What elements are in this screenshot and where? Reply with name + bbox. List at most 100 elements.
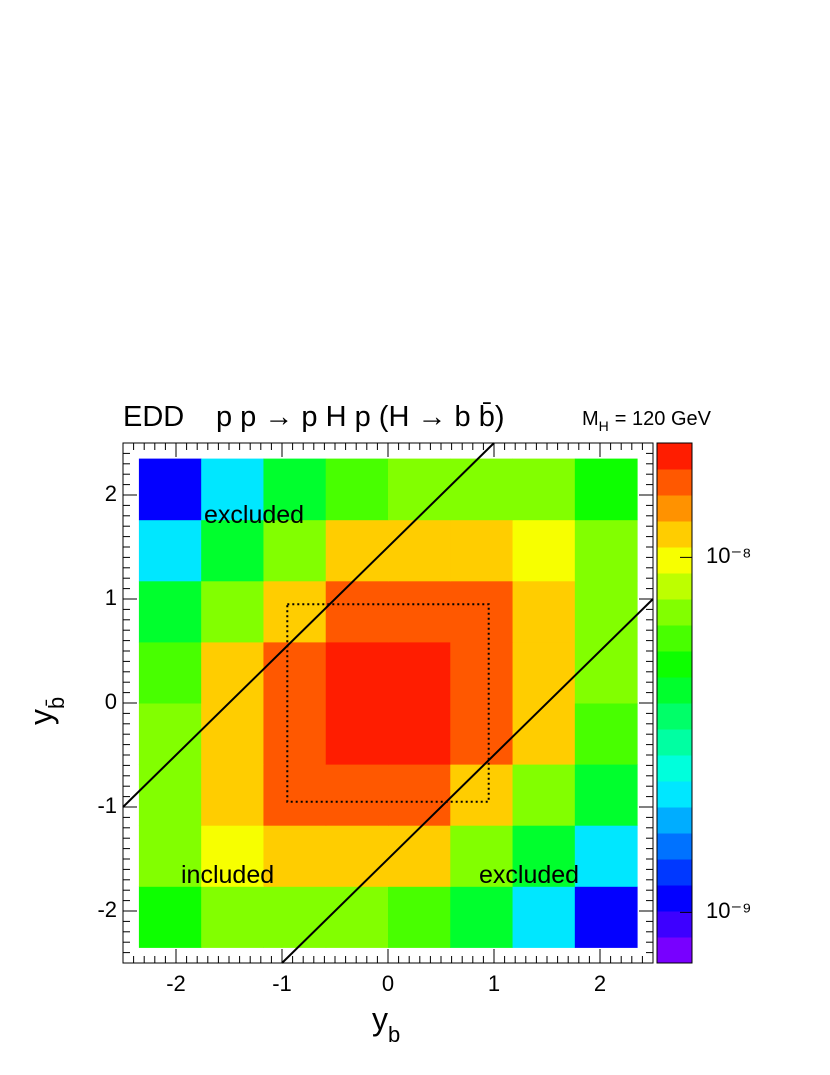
cell <box>574 703 638 765</box>
cell <box>512 703 576 765</box>
y-axis-label: yb̄ <box>23 697 69 725</box>
cell <box>263 580 327 643</box>
cell <box>201 825 264 887</box>
heatmap <box>138 458 638 948</box>
cell <box>138 825 202 887</box>
cell <box>263 703 327 765</box>
colorbar-swatch <box>657 677 692 704</box>
cell <box>388 519 451 582</box>
cell <box>263 458 327 521</box>
x-tick-label: -2 <box>166 971 186 996</box>
cell <box>574 580 638 643</box>
y-tick-label: 0 <box>105 689 117 714</box>
cell <box>574 886 638 948</box>
cell <box>512 825 576 887</box>
cell <box>450 458 514 521</box>
colorbar-swatch <box>657 521 692 548</box>
colorbar-frame <box>656 442 693 964</box>
z-tick-label: 10⁻⁸ <box>706 543 751 568</box>
y-label-text: y <box>23 709 59 725</box>
chart-title: EDD <box>123 401 184 433</box>
cell <box>574 641 638 704</box>
mass-symbol: M <box>582 408 599 430</box>
colorbar-swatch <box>657 755 692 782</box>
annotation: included <box>181 861 274 889</box>
colorbar-swatch <box>657 547 692 574</box>
cell <box>201 519 264 582</box>
cell <box>138 519 202 582</box>
cell <box>325 458 389 521</box>
colorbar-swatch <box>657 625 692 652</box>
cell <box>512 886 576 948</box>
cell <box>325 764 389 826</box>
cell <box>574 458 638 521</box>
colorbar-swatch <box>657 859 692 886</box>
colorbar-swatch <box>657 651 692 678</box>
cell <box>512 519 576 582</box>
cell <box>201 703 264 765</box>
cell <box>325 886 389 948</box>
cell <box>450 580 514 643</box>
y-tick-label: -1 <box>97 793 117 818</box>
colorbar-swatch <box>657 807 692 834</box>
x-label-subscript: b <box>388 1022 400 1047</box>
cut-line <box>122 442 495 808</box>
mass-value: = 120 GeV <box>615 408 712 430</box>
cell <box>388 580 451 643</box>
y-tick-label: 2 <box>105 481 117 506</box>
cell <box>574 764 638 826</box>
cell <box>263 519 327 582</box>
annotation: excluded <box>204 501 304 529</box>
cell <box>201 580 264 643</box>
colorbar-swatch <box>657 599 692 626</box>
colorbar-swatch <box>657 937 692 964</box>
cell <box>263 641 327 704</box>
cell <box>325 641 389 704</box>
cell <box>388 458 451 521</box>
colorbar-swatch <box>657 443 692 470</box>
cell <box>263 825 327 887</box>
cell <box>512 458 576 521</box>
cell <box>512 641 576 704</box>
cell <box>450 825 514 887</box>
cell <box>325 519 389 582</box>
y-tick-label: -2 <box>97 897 117 922</box>
process-label: p p → p H p (H → b b̄) <box>216 401 505 433</box>
cell <box>574 825 638 887</box>
mass-subscript: H <box>599 418 609 434</box>
cut-line <box>281 598 654 964</box>
cell <box>450 519 514 582</box>
x-tick-label: 2 <box>594 971 606 996</box>
colorbar-swatch <box>657 703 692 730</box>
cell <box>138 641 202 704</box>
cell <box>512 580 576 643</box>
colorbar-swatch <box>657 729 692 756</box>
colorbar-swatch <box>657 833 692 860</box>
cell <box>138 764 202 826</box>
cell <box>388 764 451 826</box>
cell <box>201 458 264 521</box>
x-tick-label: 0 <box>382 971 394 996</box>
cell <box>263 764 327 826</box>
y-label-subscript: b̄ <box>44 697 69 709</box>
colorbar-swatch <box>657 469 692 496</box>
annotation: excluded <box>479 861 579 889</box>
cell <box>450 764 514 826</box>
acceptance-box <box>286 603 490 803</box>
cell <box>138 458 202 521</box>
x-label-text: y <box>372 1001 388 1037</box>
cell <box>388 641 451 704</box>
cell <box>263 886 327 948</box>
cell <box>138 703 202 765</box>
z-tick-label: 10⁻⁹ <box>706 898 752 923</box>
cell <box>325 703 389 765</box>
colorbar-swatch <box>657 885 692 912</box>
cell <box>138 580 202 643</box>
cell <box>388 703 451 765</box>
colorbar-swatch <box>657 781 692 808</box>
x-axis-label: yb <box>372 1001 400 1047</box>
cell <box>450 886 514 948</box>
y-tick-label: 1 <box>105 585 117 610</box>
cell <box>325 825 389 887</box>
